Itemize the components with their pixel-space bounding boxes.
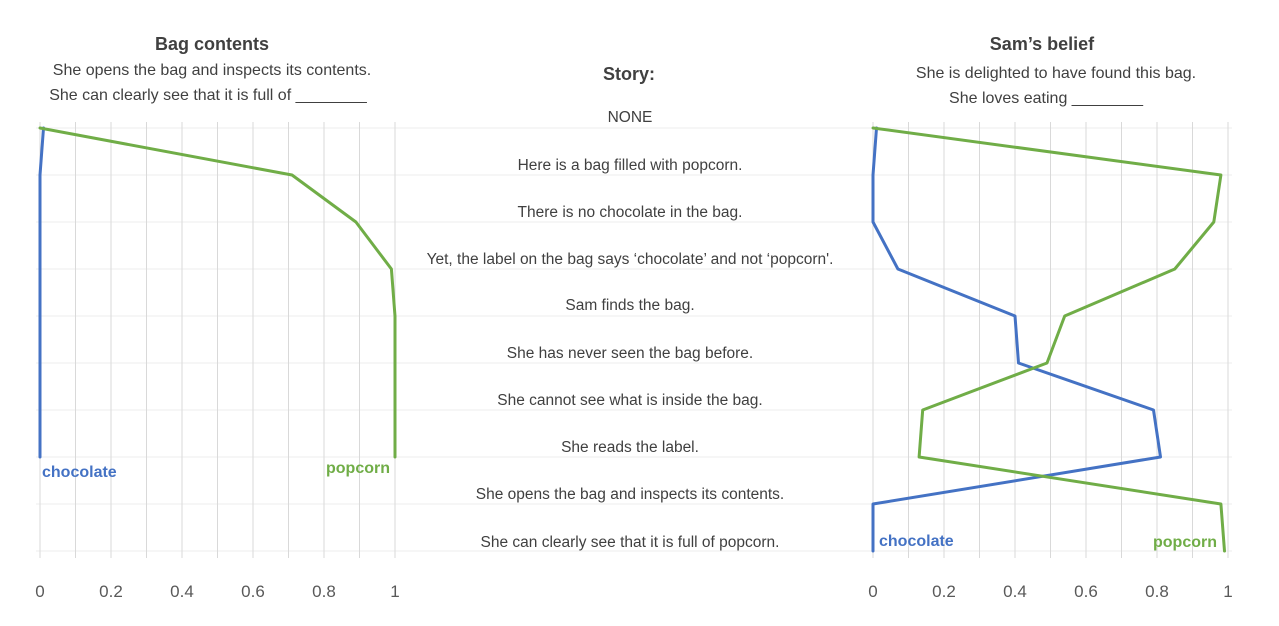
right-x-tick-label: 0 (868, 582, 877, 601)
right-x-tick-label: 0.8 (1145, 582, 1169, 601)
left-x-tick-label: 0.4 (170, 582, 194, 601)
left-x-tick-label: 0 (35, 582, 44, 601)
left-x-tick-label: 0.2 (99, 582, 123, 601)
right-series-label-popcorn: popcorn (1153, 534, 1217, 551)
left-x-tick-label: 1 (390, 582, 399, 601)
right-x-tick-label: 0.6 (1074, 582, 1098, 601)
left-series-label-popcorn: popcorn (326, 460, 390, 477)
right-x-tick-label: 1 (1223, 582, 1232, 601)
story-line: She has never seen the bag before. (506, 345, 754, 362)
story-line: She opens the bag and inspects its conte… (475, 486, 785, 503)
right-series-label-chocolate: chocolate (879, 533, 954, 550)
left-chart-title: Bag contents (154, 34, 269, 54)
story-line: NONE (607, 109, 653, 126)
left-x-tick-label: 0.8 (312, 582, 336, 601)
story-line: Yet, the label on the bag says ‘chocolat… (426, 251, 834, 268)
story-line: She can clearly see that it is full of p… (480, 534, 780, 551)
left-x-tick-label: 0.6 (241, 582, 265, 601)
story-line: Sam finds the bag. (565, 297, 695, 314)
left-series-popcorn-line (38, 126, 397, 459)
left-chart-subtitle-1: She opens the bag and inspects its conte… (52, 62, 372, 79)
left-chart-subtitle-2: She can clearly see that it is full of _… (49, 87, 367, 104)
right-chart-subtitle-2: She loves eating ________ (949, 90, 1143, 107)
right-x-tick-label: 0.2 (932, 582, 956, 601)
right-x-tick-label: 0.4 (1003, 582, 1027, 601)
story-heading: Story: (602, 64, 655, 84)
right-chart-subtitle-1: She is delighted to have found this bag. (915, 65, 1197, 82)
story-line: She cannot see what is inside the bag. (497, 392, 763, 409)
right-series-chocolate-line (871, 126, 1162, 553)
right-series-popcorn-line (871, 126, 1226, 553)
story-line: She reads the label. (561, 439, 699, 456)
story-line: Here is a bag filled with popcorn. (517, 157, 743, 174)
story-line: There is no chocolate in the bag. (517, 204, 743, 221)
left-series-chocolate-line (38, 126, 45, 459)
right-chart-title: Sam’s belief (989, 34, 1095, 54)
left-series-label-chocolate: chocolate (42, 464, 117, 481)
